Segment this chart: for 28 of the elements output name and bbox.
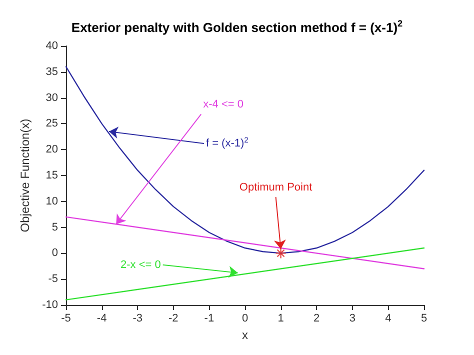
y-tick-label: 10 [46,195,58,208]
annotation: x-4 <= 0 [203,98,244,111]
x-tick-label: -3 [132,312,142,324]
y-tick-label: 25 [46,118,58,130]
line-series [65,66,425,254]
y-tick-label: 30 [46,92,58,104]
x-axis-title: x [242,328,248,342]
y-tick-label: 15 [46,170,58,182]
x-tick-label: 3 [349,312,356,324]
y-tick-label: 35 [46,66,58,78]
x-tick-label: 4 [385,312,392,324]
x-tick-label: -5 [61,312,71,324]
x-tick-label: -4 [96,312,107,324]
x-tick-label: -2 [168,312,178,324]
x-tick-label: 0 [242,312,248,324]
y-tick-label: -5 [48,273,58,286]
x-tick-label: 2 [314,312,320,324]
y-tick-label: -10 [42,299,58,311]
y-tick-label: 0 [52,247,58,260]
y-tick-label: 20 [46,144,58,156]
x-tick-label: -1 [204,312,214,324]
annotation: Optimum Point [239,182,312,194]
x-tick-label: 5 [420,312,428,324]
x-tick-label: 1 [278,312,284,324]
y-tick-label: 5 [52,221,58,234]
y-axis-title: Objective Function(x) [18,118,32,232]
annotation: 2-x <= 0 [120,258,161,271]
y-tick-label: 40 [46,40,58,52]
